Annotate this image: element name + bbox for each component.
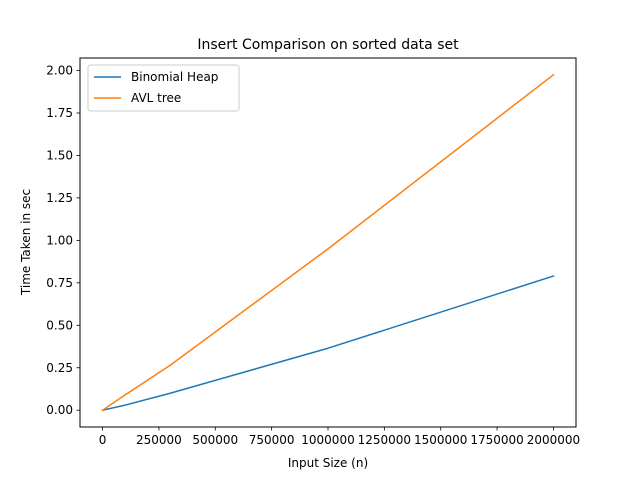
series-line-0 <box>101 275 555 412</box>
x-axis-label: Input Size (n) <box>288 456 368 470</box>
y-tick-label: 2.00 <box>46 64 73 78</box>
series-lines <box>101 73 555 412</box>
chart-title: Insert Comparison on sorted data set <box>197 37 459 53</box>
legend-label-0: Binomial Heap <box>131 70 218 84</box>
legend: Binomial Heap AVL tree <box>87 64 240 112</box>
y-axis-label: Time Taken in sec <box>19 189 33 296</box>
y-tick-label: 1.25 <box>46 191 73 205</box>
legend-label-1: AVL tree <box>131 91 181 105</box>
x-tick-label: 1250000 <box>358 433 411 447</box>
y-tick-label: 1.00 <box>46 233 73 247</box>
series-line-1 <box>101 73 555 412</box>
y-tick-label: 1.50 <box>46 148 73 162</box>
legend-box <box>87 64 240 112</box>
y-tick-label: 0.00 <box>46 403 73 417</box>
x-tick-label: 1000000 <box>301 433 354 447</box>
y-tick-label: 0.25 <box>46 361 73 375</box>
x-axis: 0 250000 500000 750000 1000000 1250000 1500000… <box>99 427 580 447</box>
x-tick-label: 750000 <box>249 433 295 447</box>
y-axis: 0.00 0.25 0.50 0.75 1.00 1.25 1.50 1.75 2.00 <box>46 64 80 417</box>
x-tick-label: 1750000 <box>470 433 523 447</box>
x-tick-label: 1500000 <box>414 433 467 447</box>
y-tick-label: 0.75 <box>46 276 73 290</box>
y-tick-label: 1.75 <box>46 106 73 120</box>
x-tick-label: 250000 <box>136 433 182 447</box>
x-tick-label: 500000 <box>192 433 238 447</box>
x-tick-label: 0 <box>99 433 107 447</box>
y-tick-label: 0.50 <box>46 318 73 332</box>
x-tick-label: 2000000 <box>527 433 580 447</box>
plot-area <box>80 58 576 427</box>
